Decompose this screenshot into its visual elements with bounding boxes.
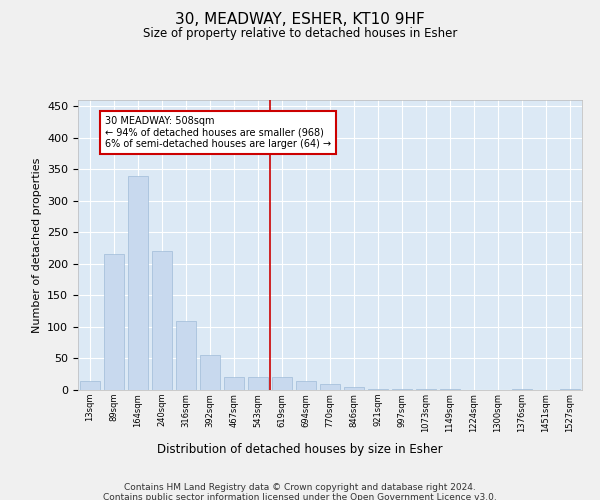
Y-axis label: Number of detached properties: Number of detached properties bbox=[32, 158, 41, 332]
Text: Size of property relative to detached houses in Esher: Size of property relative to detached ho… bbox=[143, 28, 457, 40]
Bar bbox=[344, 387, 364, 390]
Bar bbox=[152, 252, 172, 390]
Bar bbox=[248, 378, 268, 390]
Bar bbox=[272, 378, 292, 390]
Bar bbox=[320, 384, 340, 390]
Bar bbox=[80, 380, 100, 390]
Text: Distribution of detached houses by size in Esher: Distribution of detached houses by size … bbox=[157, 442, 443, 456]
Bar bbox=[296, 380, 316, 390]
Text: 30, MEADWAY, ESHER, KT10 9HF: 30, MEADWAY, ESHER, KT10 9HF bbox=[175, 12, 425, 28]
Bar bbox=[176, 320, 196, 390]
Text: Contains HM Land Registry data © Crown copyright and database right 2024.
Contai: Contains HM Land Registry data © Crown c… bbox=[103, 482, 497, 500]
Text: 30 MEADWAY: 508sqm
← 94% of detached houses are smaller (968)
6% of semi-detache: 30 MEADWAY: 508sqm ← 94% of detached hou… bbox=[105, 116, 331, 149]
Bar bbox=[128, 176, 148, 390]
Bar bbox=[200, 356, 220, 390]
Bar bbox=[224, 378, 244, 390]
Bar bbox=[104, 254, 124, 390]
